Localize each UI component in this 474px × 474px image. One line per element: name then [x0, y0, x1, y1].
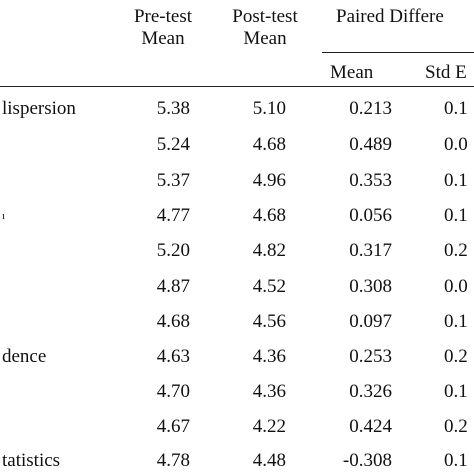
cell-post-test-mean: 4.96 [252, 170, 286, 191]
cell-pre-test-mean: 4.78 [156, 450, 190, 471]
header-post-test: Post-test Mean [216, 6, 314, 50]
cell-diff-mean: 0.308 [349, 276, 392, 297]
cell-std-error: 0.0 [444, 276, 468, 297]
cell-pre-test-mean: 4.70 [156, 381, 190, 402]
row-label: dence [2, 346, 47, 367]
cell-std-error: 0.1 [444, 450, 468, 471]
cell-diff-mean: -0.308 [342, 450, 392, 471]
cell-diff-mean: 0.353 [349, 170, 392, 191]
cell-post-test-mean: 4.36 [252, 381, 286, 402]
cell-std-error: 0.1 [444, 381, 468, 402]
paired-group-rule [322, 52, 474, 53]
cell-diff-mean: 0.253 [349, 346, 392, 367]
cell-pre-test-mean: 4.63 [156, 346, 190, 367]
header-pre-test-line2: Mean [141, 28, 185, 49]
header-sub-mean: Mean [330, 62, 374, 83]
row-label: tatistics [2, 450, 61, 471]
cell-diff-mean: 0.317 [349, 240, 392, 261]
cell-post-test-mean: 4.56 [252, 311, 286, 332]
cell-std-error: 0.1 [444, 205, 468, 226]
row-label: lispersion [2, 98, 76, 119]
cell-std-error: 0.1 [444, 311, 468, 332]
header-post-test-line2: Mean [243, 28, 287, 49]
cell-post-test-mean: 4.68 [252, 134, 286, 155]
cell-post-test-mean: 4.52 [252, 276, 286, 297]
cell-diff-mean: 0.424 [349, 416, 392, 437]
cell-std-error: 0.2 [444, 346, 468, 367]
header-sub-std-error: Std E [425, 62, 467, 83]
cell-post-test-mean: 5.10 [252, 98, 286, 119]
cell-pre-test-mean: 4.67 [156, 416, 190, 437]
cell-std-error: 0.2 [444, 416, 468, 437]
cell-std-error: 0.2 [444, 240, 468, 261]
header-bottom-rule [0, 86, 474, 87]
cell-pre-test-mean: 5.20 [156, 240, 190, 261]
cell-pre-test-mean: 4.87 [156, 276, 190, 297]
cell-diff-mean: 0.326 [349, 381, 392, 402]
cell-post-test-mean: 4.48 [252, 450, 286, 471]
header-pre-test: Pre-test Mean [118, 6, 208, 50]
cell-post-test-mean: 4.68 [252, 205, 286, 226]
header-post-test-line1: Post-test [232, 6, 298, 27]
cell-diff-mean: 0.097 [349, 311, 392, 332]
cell-diff-mean: 0.213 [349, 98, 392, 119]
cell-pre-test-mean: 4.77 [156, 205, 190, 226]
cell-diff-mean: 0.489 [349, 134, 392, 155]
row-label: ı [2, 210, 6, 222]
cell-std-error: 0.0 [444, 134, 468, 155]
cell-pre-test-mean: 5.38 [156, 98, 190, 119]
cell-pre-test-mean: 4.68 [156, 311, 190, 332]
cell-std-error: 0.1 [444, 170, 468, 191]
cell-pre-test-mean: 5.37 [156, 170, 190, 191]
cell-post-test-mean: 4.36 [252, 346, 286, 367]
cell-post-test-mean: 4.22 [252, 416, 286, 437]
cell-std-error: 0.1 [444, 98, 468, 119]
cell-post-test-mean: 4.82 [252, 240, 286, 261]
header-paired-differences: Paired Differe [336, 6, 444, 27]
header-pre-test-line1: Pre-test [133, 6, 193, 27]
cell-pre-test-mean: 5.24 [156, 134, 190, 155]
cell-diff-mean: 0.056 [349, 205, 392, 226]
